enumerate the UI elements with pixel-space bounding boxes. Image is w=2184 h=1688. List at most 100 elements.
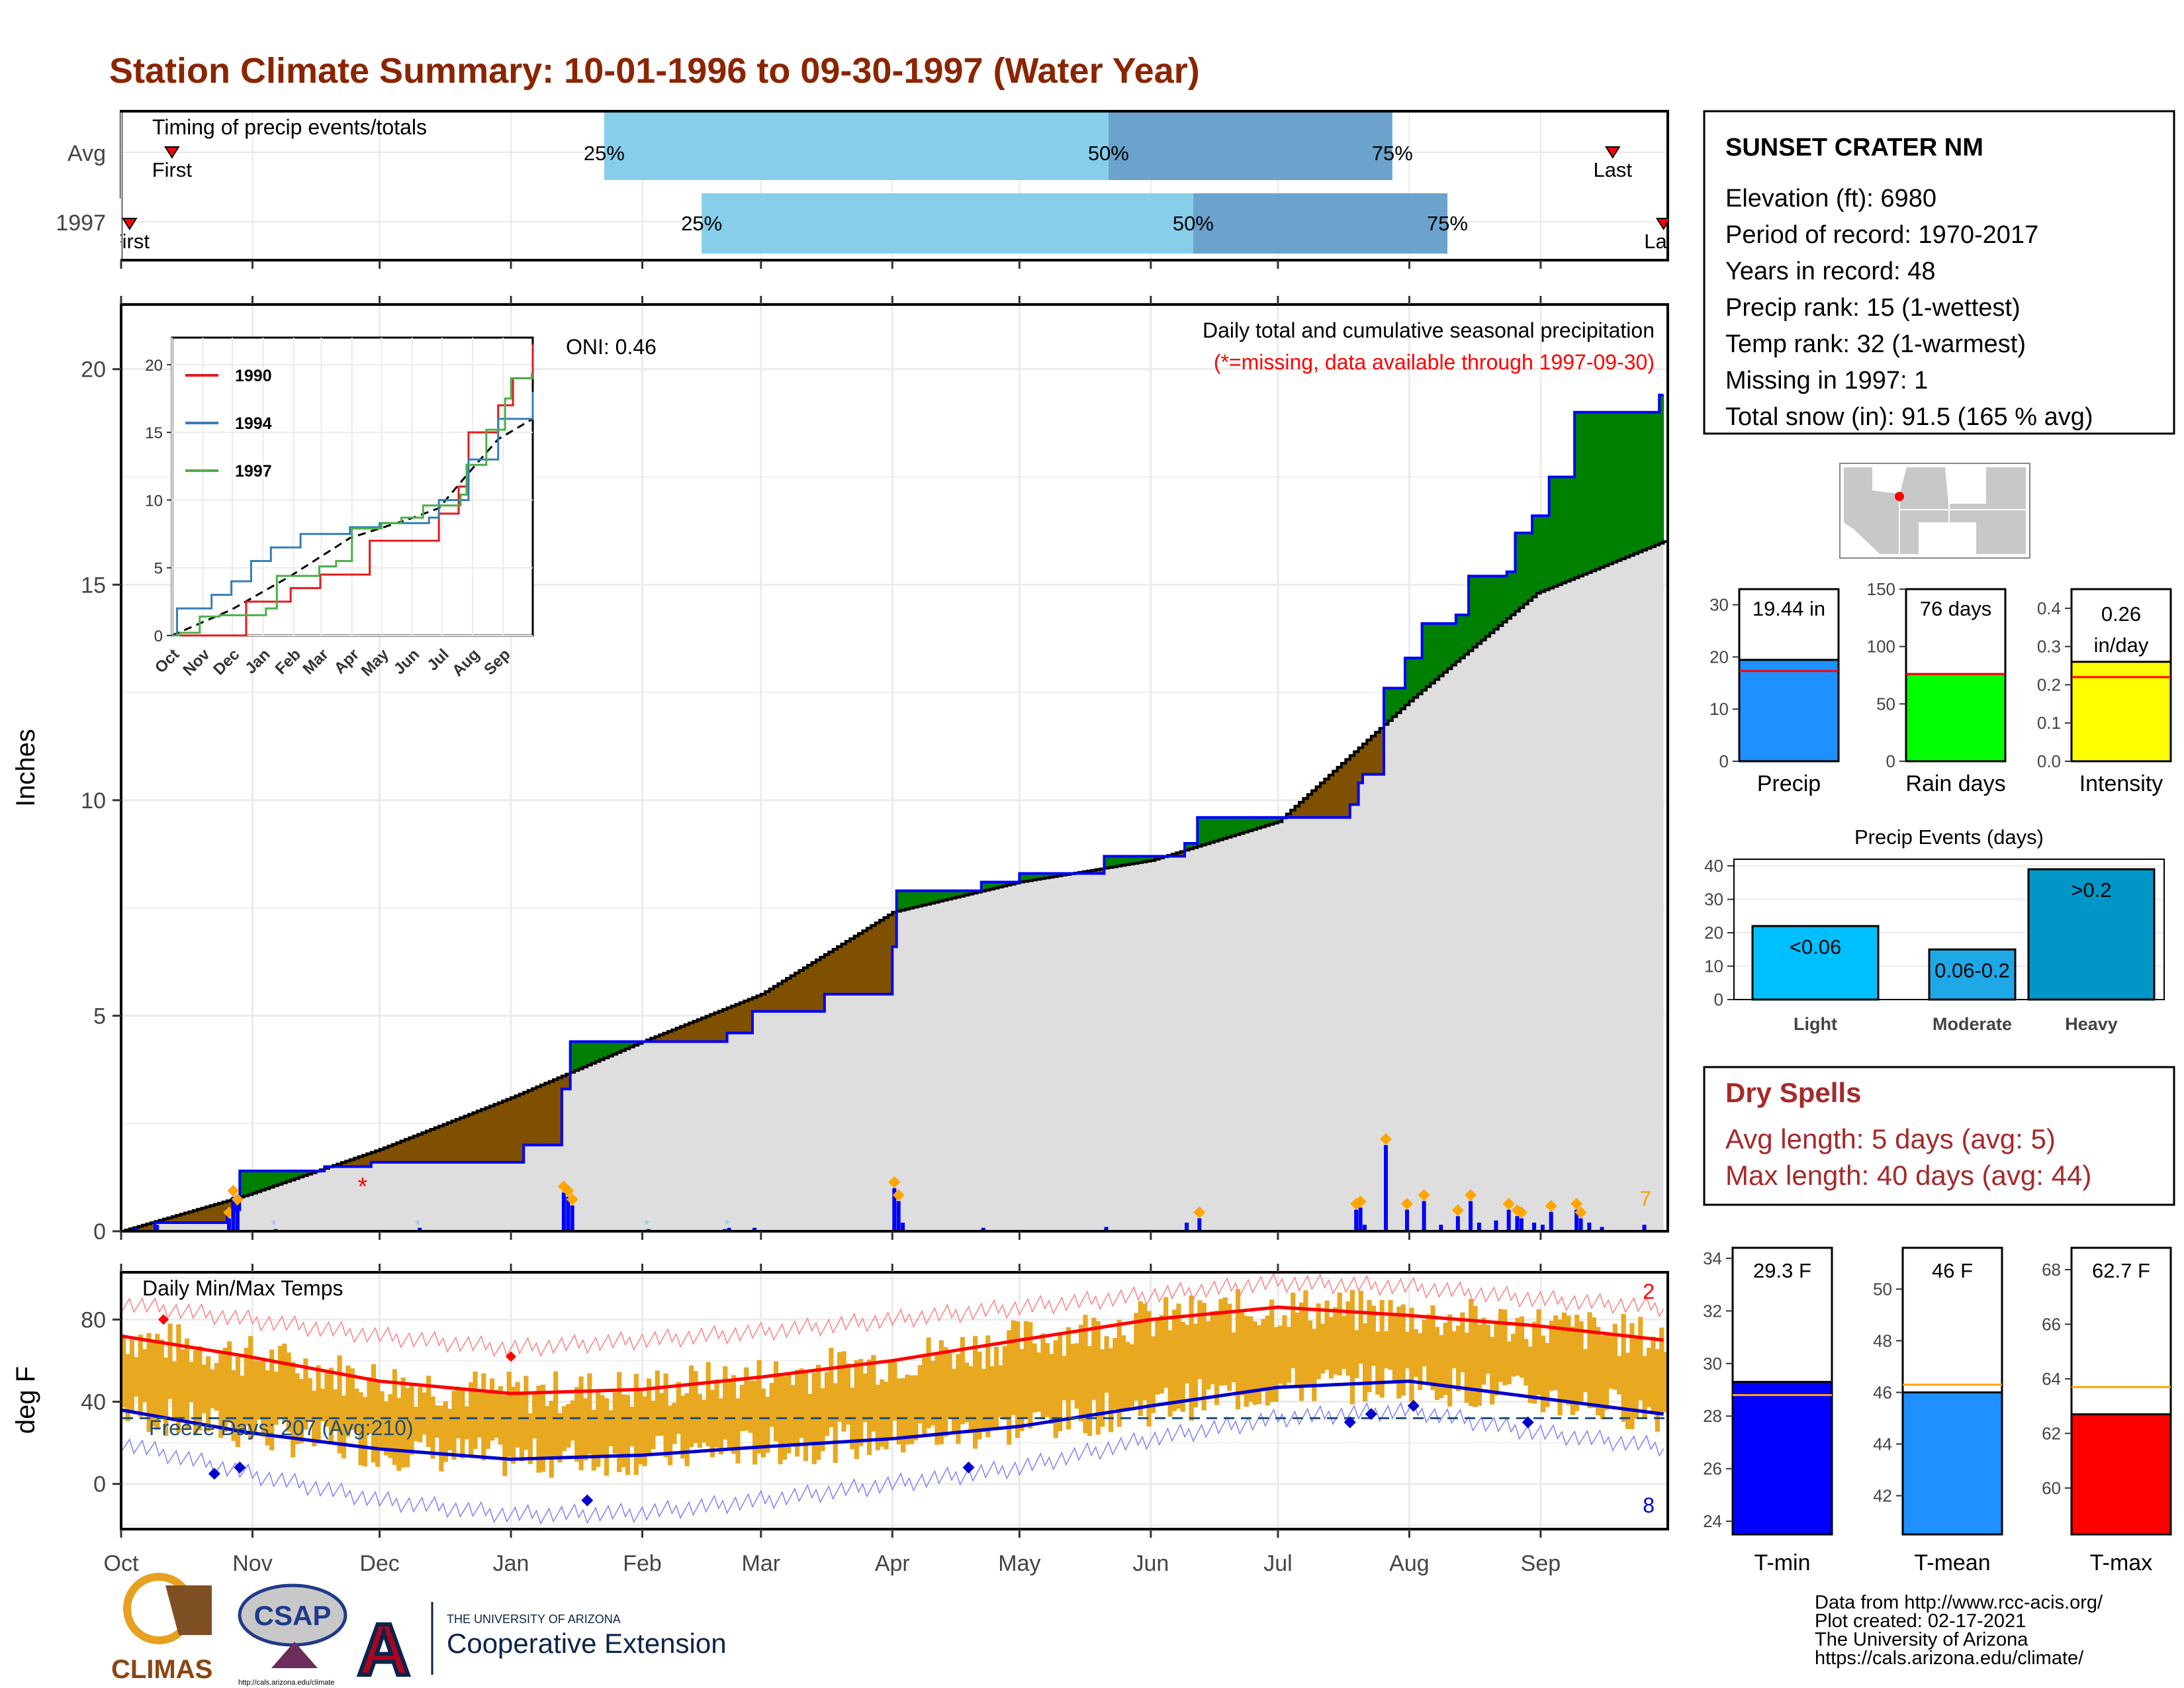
above-normal-fill [1235, 817, 1240, 835]
above-normal-fill [1506, 571, 1512, 619]
below-normal-fill [1358, 747, 1363, 783]
temp-bar [1731, 1381, 1833, 1536]
daily-temp-bar [1295, 1312, 1300, 1387]
daily-precip-bar [1185, 1222, 1189, 1231]
daily-temp-bar [201, 1364, 206, 1413]
below-normal-fill [400, 1141, 406, 1162]
record-high-marker [158, 1314, 169, 1325]
events-y-tick-label: 10 [1704, 957, 1723, 976]
daily-temp-bar [557, 1413, 563, 1463]
daily-temp-bar [943, 1347, 948, 1437]
daily-temp-bar [1422, 1319, 1427, 1367]
daily-temp-bar [1307, 1320, 1312, 1387]
daily-temp-bar [1256, 1325, 1262, 1405]
above-normal-fill [1574, 412, 1580, 578]
below-normal-fill [439, 1125, 444, 1162]
above-normal-fill [1532, 516, 1537, 597]
temp-bar-y-tick-label: 48 [1873, 1331, 1892, 1350]
below-normal-fill [515, 1096, 520, 1162]
daily-temp-bar [1214, 1310, 1220, 1405]
daily-temp-bar [1473, 1305, 1478, 1407]
below-normal-fill [557, 1078, 563, 1145]
daily-temp-bar [1185, 1325, 1190, 1384]
daily-temp-bar [756, 1360, 762, 1454]
daily-temp-bar [651, 1401, 656, 1450]
daily-temp-bar [1400, 1304, 1406, 1396]
temp-x-tick-label: Nov [232, 1551, 272, 1576]
temp-bar-value: 29.3 F [1753, 1259, 1811, 1282]
above-normal-fill [981, 882, 986, 892]
above-normal-fill [1511, 571, 1516, 615]
above-normal-fill [633, 1041, 639, 1045]
daily-precip-bar [1494, 1220, 1498, 1231]
below-normal-fill [820, 957, 825, 1011]
below-normal-fill [523, 1092, 529, 1145]
below-normal-fill [430, 1129, 435, 1162]
daily-temp-bar [532, 1394, 537, 1439]
above-normal-fill [947, 890, 952, 900]
record-low-marker [1365, 1408, 1377, 1421]
above-normal-fill [1651, 412, 1656, 547]
above-normal-fill [960, 890, 965, 896]
below-normal-fill [837, 947, 842, 994]
daily-precip-bar [1358, 1207, 1363, 1231]
daily-temp-bar [1011, 1320, 1016, 1415]
daily-temp-bar [1608, 1335, 1614, 1389]
below-normal-fill [739, 1002, 745, 1033]
below-normal-fill [841, 944, 846, 994]
daily-temp-bar [269, 1349, 275, 1450]
daily-temp-bar [295, 1373, 300, 1444]
summary-y-tick-label: 0.2 [2037, 675, 2061, 694]
above-normal-fill [1587, 412, 1592, 573]
events-y-tick-label: 30 [1704, 890, 1723, 910]
temp-panel: 0 40 80 Oct Nov Dec Jan Feb Mar Apr May Jun Jul Aug Se… [11, 1264, 1669, 1576]
daily-temp-bar [1142, 1303, 1148, 1401]
precip-y-tick-label: 5 [93, 1004, 106, 1029]
event-marker [227, 1184, 240, 1197]
precip-y-tick-label: 10 [81, 788, 106, 814]
daily-temp-bar [702, 1399, 707, 1443]
daily-temp-bar [1320, 1323, 1326, 1374]
above-normal-fill [1040, 873, 1046, 879]
above-normal-fill [1498, 576, 1503, 626]
daily-temp-bar [655, 1370, 660, 1436]
daily-temp-bar [354, 1388, 359, 1432]
below-normal-fill [396, 1143, 402, 1162]
daily-temp-bar [1638, 1317, 1643, 1401]
below-normal-fill [189, 1211, 194, 1223]
daily-temp-bar [688, 1365, 694, 1447]
daily-temp-bar [1079, 1325, 1084, 1422]
daily-temp-bar [333, 1389, 338, 1431]
daily-temp-bar [663, 1373, 668, 1458]
daily-temp-bar [795, 1370, 800, 1457]
footer: Data from http://www.rcc-acis.org/ Plot … [1815, 1592, 2103, 1669]
above-normal-fill [1108, 856, 1113, 868]
temp-x-tick-label: Mar [742, 1551, 781, 1576]
temp-y-tick-label: 80 [81, 1307, 106, 1333]
below-normal-fill [866, 928, 872, 994]
above-normal-fill [578, 1041, 584, 1069]
temp-bar-y-tick-label: 30 [1703, 1354, 1722, 1374]
daily-temp-bar [511, 1386, 516, 1464]
below-normal-fill [1316, 786, 1321, 818]
daily-temp-bar [1659, 1327, 1664, 1414]
above-normal-fill [926, 890, 931, 904]
daily-temp-bar [993, 1346, 999, 1427]
above-normal-fill [1515, 533, 1520, 612]
daily-temp-bar [396, 1397, 402, 1471]
daily-temp-bar [180, 1349, 185, 1419]
events-title: Precip Events (days) [1854, 825, 2044, 849]
daily-precip-bar [231, 1196, 236, 1231]
daily-temp-bar [1527, 1346, 1533, 1403]
below-normal-fill [816, 959, 821, 1011]
daily-temp-bar [430, 1396, 435, 1459]
daily-temp-bar [960, 1336, 965, 1425]
daily-temp-bar [167, 1323, 173, 1399]
daily-temp-bar [515, 1382, 520, 1448]
event-marker [1380, 1133, 1392, 1145]
daily-temp-bar [981, 1368, 986, 1432]
daily-temp-bar [956, 1354, 961, 1444]
daily-temp-bar [1384, 1331, 1389, 1368]
below-normal-fill [684, 1024, 690, 1042]
